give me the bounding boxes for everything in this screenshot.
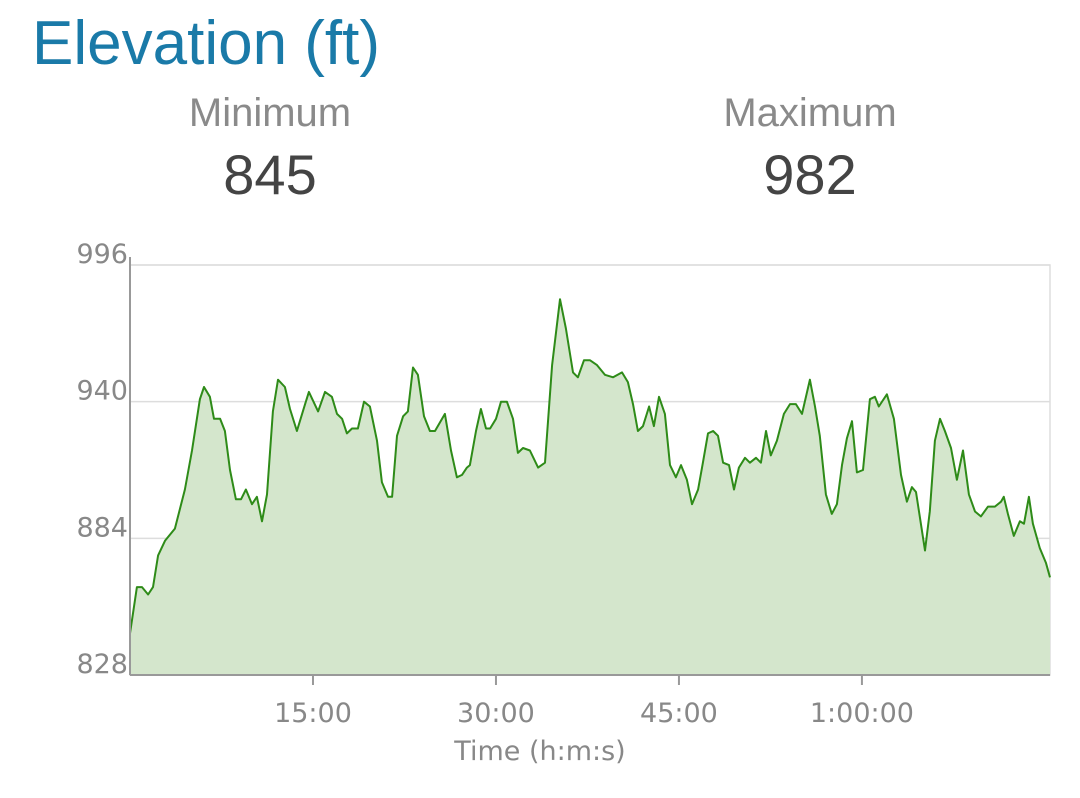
y-tick-label: 996 xyxy=(76,239,128,270)
stat-label: Maximum xyxy=(723,91,896,135)
stat-label: Minimum xyxy=(189,91,351,135)
x-tick-label: 15:00 xyxy=(274,698,352,729)
y-tick-label: 940 xyxy=(76,376,128,407)
title: Elevation (ft) xyxy=(32,9,380,78)
y-tick-label: 884 xyxy=(76,512,128,543)
x-tick-label: 45:00 xyxy=(640,698,718,729)
stat-value: 845 xyxy=(223,143,316,206)
y-tick-label: 828 xyxy=(76,649,128,680)
x-axis-label: Time (h:m:s) xyxy=(453,736,625,767)
stat-value: 982 xyxy=(763,143,856,206)
area-fill xyxy=(130,299,1050,675)
x-tick-label: 1:00:00 xyxy=(810,698,914,729)
x-tick-label: 30:00 xyxy=(457,698,535,729)
elevation-line xyxy=(129,298,1051,634)
